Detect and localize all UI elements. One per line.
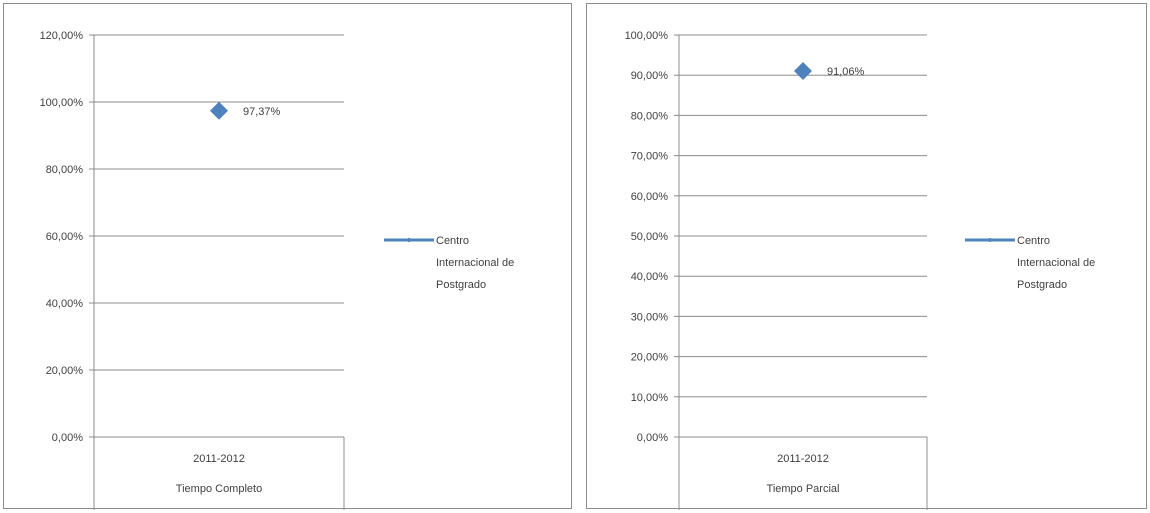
x-subcategory-label: Tiempo Completo [176,483,262,495]
legend-label: Postgrado [1017,279,1067,291]
chart-panel-tiempo-parcial: 0,00% 10,00% 20,00% 30,00% 40,00% 50,00% 60,00… [586,3,1147,510]
chart-svg: 0,00% 20,00% 40,00% 60,00% 80,00% 100,00% 120,… [40,30,514,510]
y-tick-label: 30,00% [631,311,669,323]
y-tick-label: 20,00% [631,352,669,364]
y-tick-label: 0,00% [52,432,83,444]
legend-label: Centro [1017,235,1050,247]
legend-label: Internacional de [436,257,514,269]
y-tick-label: 90,00% [631,70,669,82]
y-tick-label: 20,00% [46,365,84,377]
chart-svg: 0,00% 10,00% 20,00% 30,00% 40,00% 50,00% 60,00… [625,30,1095,510]
y-tick-label: 40,00% [631,271,669,283]
legend-label: Postgrado [436,279,486,291]
y-tick-label: 50,00% [631,231,669,243]
y-tick-label: 100,00% [40,97,84,109]
y-tick-label: 40,00% [46,298,84,310]
x-category-label: 2011-2012 [777,453,829,465]
data-point-marker [794,61,812,80]
y-tick-label: 80,00% [631,110,669,122]
legend-marker [407,238,411,242]
legend-marker [988,238,992,242]
x-subcategory-label: Tiempo Parcial [767,483,840,495]
y-tick-label: 60,00% [46,231,84,243]
y-tick-label: 70,00% [631,151,669,163]
y-tick-label: 60,00% [631,191,669,203]
data-label: 97,37% [243,106,281,118]
y-tick-label: 120,00% [40,30,84,42]
data-point-marker [210,101,228,120]
y-tick-label: 80,00% [46,164,84,176]
y-tick-label: 0,00% [637,432,668,444]
y-tick-label: 10,00% [631,392,669,404]
legend-label: Centro [436,235,469,247]
legend-label: Internacional de [1017,257,1095,269]
y-tick-label: 100,00% [625,30,669,42]
x-category-label: 2011-2012 [193,453,245,465]
chart-panel-tiempo-completo: 0,00% 20,00% 40,00% 60,00% 80,00% 100,00% 120,… [3,3,572,510]
data-label: 91,06% [827,66,865,78]
